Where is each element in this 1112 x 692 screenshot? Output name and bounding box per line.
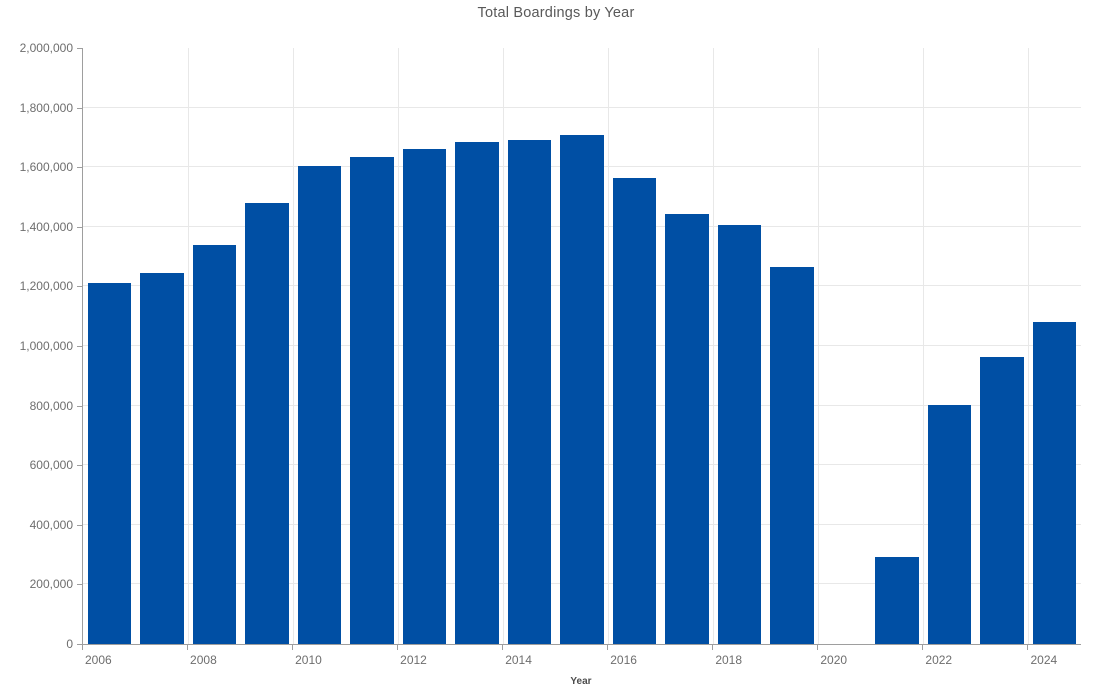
x-axis-tick: [187, 645, 189, 650]
x-tick-label: 2010: [295, 653, 322, 667]
bar-2007: [140, 272, 184, 644]
vertical-gridline: [293, 48, 295, 644]
bar-2018: [717, 224, 762, 644]
vertical-gridline: [608, 48, 610, 644]
y-tick-label: 400,000: [29, 517, 73, 532]
x-tick-label: 2020: [820, 653, 848, 667]
y-axis-tick: [77, 226, 82, 228]
bar-2006: [87, 283, 132, 644]
y-axis-tick: [77, 465, 82, 467]
y-tick-label: 1,600,000: [19, 160, 73, 175]
x-tick-label: 2016: [610, 653, 637, 667]
y-axis-tick: [77, 524, 82, 526]
bar-2023: [980, 356, 1024, 644]
x-tick-label: 2022: [925, 653, 953, 667]
x-axis-tick: [922, 645, 924, 650]
x-axis-tick: [82, 645, 83, 650]
y-axis-tick: [77, 644, 82, 645]
x-tick-label: 2018: [715, 653, 743, 667]
bar-2016: [612, 177, 657, 644]
bar-2015: [560, 135, 604, 644]
y-tick-label: 1,800,000: [19, 100, 73, 115]
bar-2012: [402, 149, 447, 644]
y-tick-label: 800,000: [29, 398, 73, 413]
bar-2022: [927, 404, 972, 644]
bar-2009: [245, 202, 289, 644]
y-axis-tick: [77, 346, 82, 347]
y-tick-label: 0: [66, 637, 73, 651]
bar-2017: [665, 214, 709, 644]
x-tick-label: 2014: [505, 653, 532, 667]
bar-2010: [297, 166, 342, 644]
horizontal-gridline: [83, 106, 1081, 108]
x-tick-label: 2006: [85, 653, 112, 667]
chart-title: Total Boardings by Year: [477, 5, 635, 21]
vertical-gridline: [398, 48, 400, 644]
vertical-gridline: [713, 48, 715, 644]
x-axis-tick: [712, 645, 714, 650]
y-tick-label: 600,000: [29, 458, 73, 473]
y-axis-tick: [77, 286, 82, 288]
vertical-gridline: [188, 48, 190, 644]
x-axis-tick: [292, 645, 294, 650]
vertical-gridline: [503, 48, 505, 644]
y-tick-label: 1,000,000: [19, 339, 73, 353]
bar-2019: [770, 267, 814, 644]
y-axis-tick: [77, 167, 82, 169]
y-axis-tick: [77, 584, 82, 586]
y-tick-label: 1,200,000: [19, 279, 73, 294]
vertical-gridline: [923, 48, 925, 644]
y-tick-label: 200,000: [29, 577, 73, 592]
bar-2021: [875, 556, 919, 644]
x-axis-tick: [607, 645, 609, 650]
bar-2008: [192, 244, 237, 644]
x-axis-tick: [397, 645, 399, 650]
vertical-gridline: [818, 48, 820, 644]
bar-2013: [455, 141, 499, 644]
y-axis-tick: [77, 48, 82, 49]
x-axis-tick: [502, 645, 504, 650]
bar-2014: [507, 140, 552, 644]
y-axis-tick: [77, 107, 82, 109]
x-axis-tick: [1027, 645, 1029, 650]
bar-2011: [350, 157, 394, 644]
x-tick-label: 2008: [190, 653, 217, 667]
y-axis-tick: [77, 405, 82, 407]
x-tick-label: 2024: [1030, 653, 1058, 667]
bar-2024: [1032, 321, 1077, 644]
x-tick-label: 2012: [400, 653, 427, 667]
plot-area: [82, 48, 1081, 645]
x-axis-tick: [817, 645, 819, 650]
y-tick-label: 2,000,000: [19, 41, 73, 55]
x-axis-title: Year: [570, 676, 592, 687]
y-tick-label: 1,400,000: [19, 219, 73, 234]
vertical-gridline: [1028, 48, 1030, 644]
